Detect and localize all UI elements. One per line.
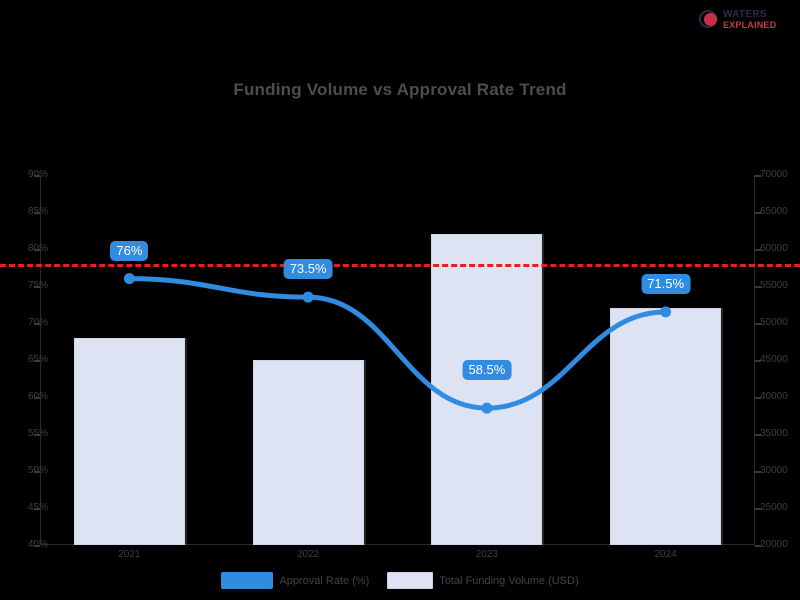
- right-axis-label-9-tick: [755, 508, 761, 510]
- right-axis-label-5: 45000: [760, 354, 788, 365]
- left-axis-label-3: 75%: [27, 280, 48, 291]
- right-axis-label-5-tick: [755, 360, 761, 362]
- left-axis-label-1-tick: [34, 212, 40, 214]
- right-axis-label-10-tick: [755, 545, 761, 547]
- chart-title: Funding Volume vs Approval Rate Trend: [233, 80, 567, 99]
- right-axis-label-1: 65000: [760, 206, 788, 217]
- legend-label-funding-volume: Total Funding Volume (USD): [439, 574, 579, 587]
- legend-label-approval-rate: Approval Rate (%): [279, 574, 370, 587]
- right-axis-label-3-tick: [755, 286, 761, 288]
- left-axis-label-4-tick: [34, 323, 40, 325]
- legend-swatch-bar-icon: [387, 572, 434, 589]
- line-point-2021[interactable]: [123, 273, 135, 285]
- chart-legend: Approval Rate (%) Total Funding Volume (…: [0, 572, 800, 589]
- data-label-2022: 73.5%: [283, 259, 333, 280]
- left-axis-label-1: 85%: [27, 206, 48, 217]
- logo-mark-icon: [698, 9, 720, 31]
- right-axis-label-2-tick: [755, 249, 761, 251]
- right-axis-label-4: 50000: [760, 317, 788, 328]
- target-reference-line: [0, 263, 800, 267]
- line-point-2022[interactable]: [302, 291, 314, 303]
- left-axis-label-9: 45%: [27, 502, 48, 513]
- left-axis-label-3-tick: [34, 286, 40, 288]
- legend-item-funding-volume[interactable]: Total Funding Volume (USD): [387, 572, 579, 589]
- data-label-2024: 71.5%: [641, 273, 691, 294]
- left-axis-label-0: 90%: [27, 169, 48, 180]
- bar-2024[interactable]: [610, 308, 722, 545]
- left-axis-label-7-tick: [34, 434, 40, 436]
- left-axis-label-7: 55%: [27, 428, 48, 439]
- left-axis-label-2-tick: [34, 249, 40, 251]
- x-axis-label-2023: 2023: [475, 549, 498, 560]
- right-axis-label-7: 35000: [760, 428, 788, 439]
- left-axis-label-5: 65%: [27, 354, 48, 365]
- right-axis-label-1-tick: [755, 212, 761, 214]
- line-point-2023[interactable]: [481, 402, 493, 414]
- right-axis-label-6: 40000: [760, 391, 788, 402]
- left-axis-label-6: 60%: [27, 391, 48, 402]
- x-axis-label-2022: 2022: [297, 549, 320, 560]
- left-axis-label-9-tick: [34, 508, 40, 510]
- right-axis-label-10: 20000: [760, 539, 788, 550]
- x-axis-label-2021: 2021: [118, 549, 141, 560]
- left-axis-label-10: 40%: [27, 539, 48, 550]
- right-axis-label-4-tick: [755, 323, 761, 325]
- logo-text: WATERS EXPLAINED: [723, 10, 776, 30]
- right-axis-label-0-tick: [755, 175, 761, 177]
- bar-2021[interactable]: [73, 337, 185, 545]
- legend-item-approval-rate[interactable]: Approval Rate (%): [221, 572, 369, 589]
- right-axis-label-6-tick: [755, 397, 761, 399]
- right-axis-label-0: 70000: [760, 169, 788, 180]
- x-axis-label-2024: 2024: [654, 549, 677, 560]
- line-path: [126, 276, 669, 411]
- right-axis-label-9: 25000: [760, 502, 788, 513]
- right-axis-label-8: 30000: [760, 465, 788, 476]
- left-axis-label-0-tick: [34, 175, 40, 177]
- right-axis-label-7-tick: [755, 434, 761, 436]
- plot-area: 76% 73.5% 58.5% 71.5%: [0, 175, 800, 545]
- left-axis-label-5-tick: [34, 360, 40, 362]
- right-axis-label-2: 60000: [760, 243, 788, 254]
- data-label-2021: 76%: [110, 240, 149, 261]
- logo-line-2: EXPLAINED: [723, 19, 777, 30]
- left-axis-label-2: 80%: [27, 243, 48, 254]
- line-points: [123, 273, 672, 414]
- left-axis-label-4: 70%: [27, 317, 48, 328]
- brand-logo: WATERS EXPLAINED: [698, 4, 794, 36]
- right-axis-label-3: 55000: [760, 280, 788, 291]
- legend-swatch-line-icon: [221, 572, 274, 589]
- left-axis-label-10-tick: [34, 545, 40, 547]
- left-axis-label-8: 50%: [27, 465, 48, 476]
- left-axis-label-6-tick: [34, 397, 40, 399]
- left-axis-label-8-tick: [34, 471, 40, 473]
- plot-frame: [40, 175, 755, 545]
- data-label-2023: 58.5%: [462, 360, 512, 381]
- approval-rate-line: [123, 273, 672, 414]
- line-point-2024[interactable]: [660, 306, 672, 318]
- logo-line-1: WATERS: [723, 9, 767, 21]
- bar-2022[interactable]: [252, 360, 364, 545]
- right-axis-label-8-tick: [755, 471, 761, 473]
